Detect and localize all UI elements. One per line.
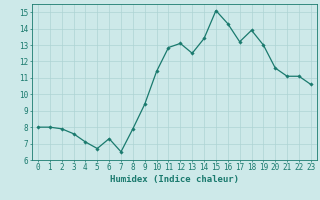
X-axis label: Humidex (Indice chaleur): Humidex (Indice chaleur) xyxy=(110,175,239,184)
